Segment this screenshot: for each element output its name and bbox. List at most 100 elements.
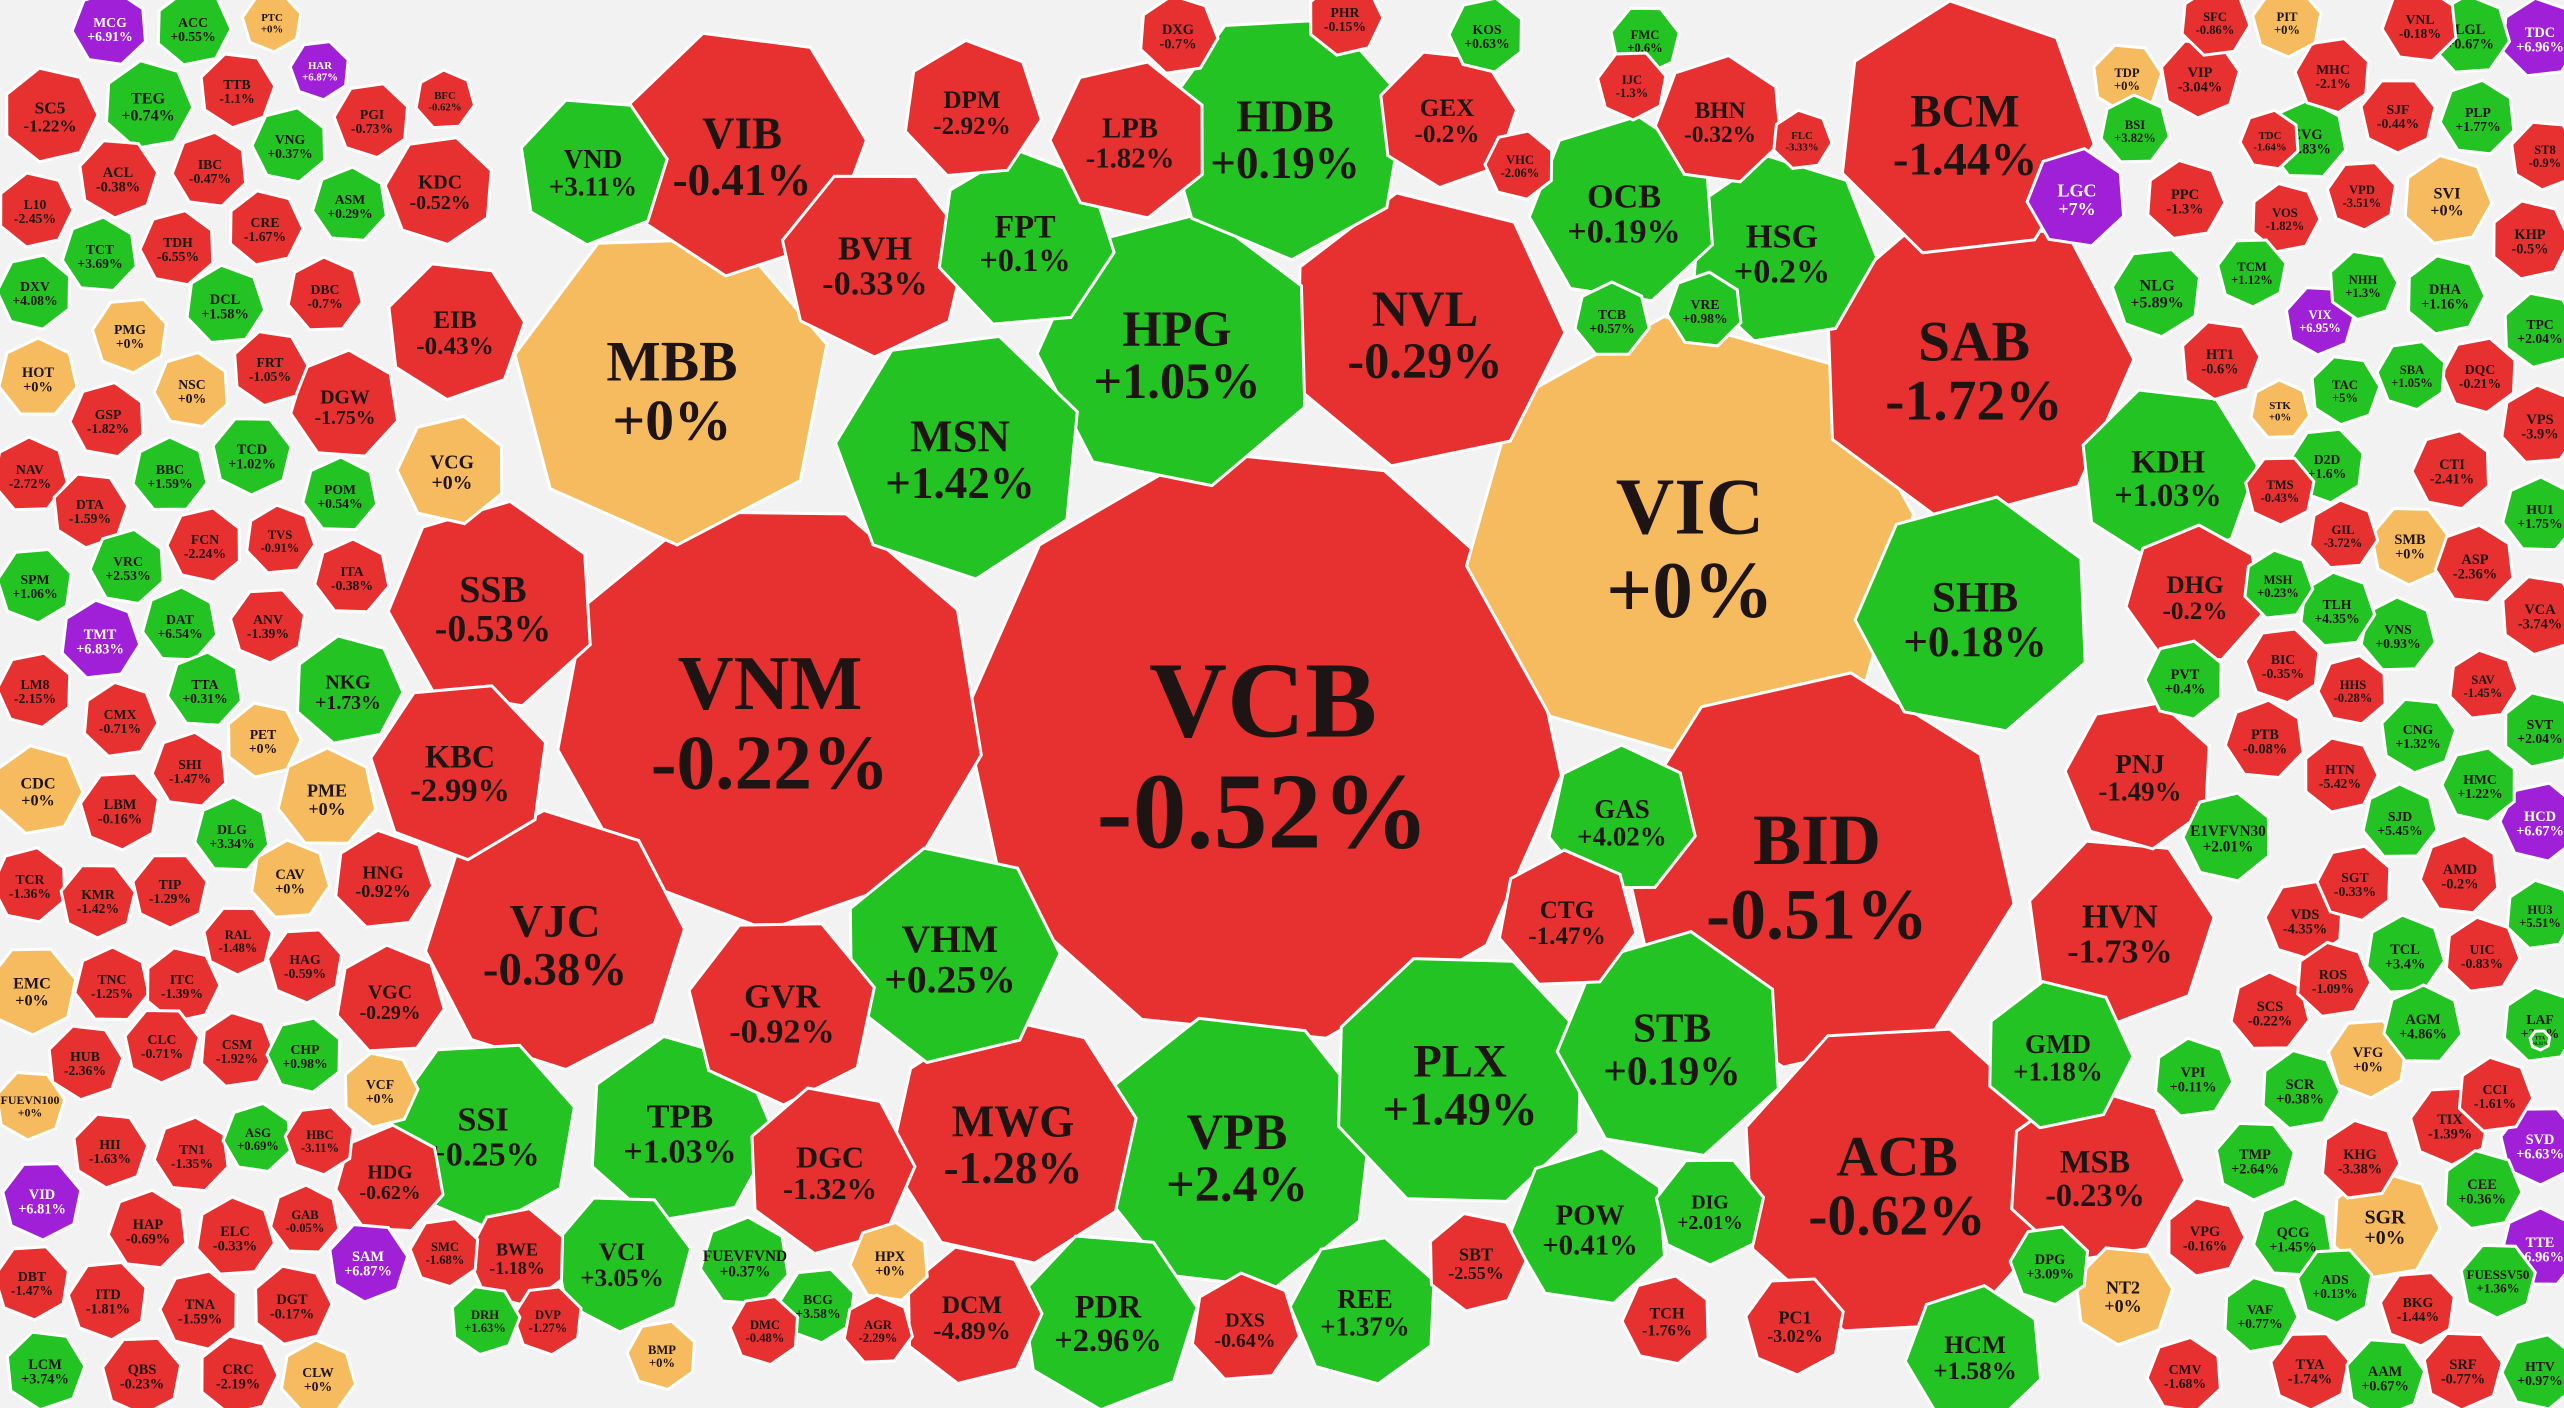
stock-cell-dbc-147[interactable]: DBC-0.7% (286, 255, 364, 332)
stock-cell-bsi-231[interactable]: BSI+3.82% (2099, 93, 2171, 164)
stock-cell-pet-131[interactable]: PET+0% (227, 701, 303, 779)
stock-cell-smc-219[interactable]: SMC-1.68% (408, 1217, 480, 1289)
stock-cell-dxg-99[interactable]: DXG-0.7% (1139, 0, 1220, 75)
stock-cell-plp-198[interactable]: PLP+1.77% (2438, 78, 2516, 156)
stock-cell-bbc-152[interactable]: BBC+1.59% (131, 435, 209, 511)
stock-cell-scs-105[interactable]: SCS-0.22% (2229, 970, 2311, 1050)
stock-cell-clc-175[interactable]: CLC-0.71% (123, 1008, 201, 1085)
stock-cell-hot-75[interactable]: HOT+0% (0, 336, 79, 416)
stock-cell-vca-122[interactable]: VCA-3.74% (2501, 575, 2564, 657)
stock-cell-ijc-227[interactable]: IJC-1.3% (1595, 51, 1668, 122)
stock-cell-vpg-115[interactable]: VPG-0.16% (2167, 1196, 2247, 1278)
stock-cell-dxs-57[interactable]: DXS-0.64% (1190, 1271, 1302, 1381)
stock-cell-eib-46[interactable]: EIB-0.43% (387, 262, 527, 402)
stock-cell-ocb-22[interactable]: OCB+0.19% (1527, 114, 1714, 303)
stock-cell-ral-214[interactable]: RAL-1.48% (202, 906, 274, 977)
stock-cell-tdc-248[interactable]: TDC-1.64% (2238, 108, 2300, 171)
stock-cell-khg-101[interactable]: KHG-3.38% (2320, 1118, 2402, 1200)
stock-cell-ttb-139[interactable]: TTB-1.1% (199, 52, 277, 130)
stock-cell-pgi-141[interactable]: PGI-0.73% (332, 82, 410, 160)
stock-cell-pmg-133[interactable]: PMG+0% (90, 297, 168, 375)
stock-cell-dqc-202[interactable]: DQC-0.21% (2440, 336, 2517, 415)
stock-cell-hag-170[interactable]: HAG-0.59% (265, 928, 344, 1005)
stock-cell-aam-112[interactable]: AAM+0.67% (2345, 1338, 2427, 1408)
stock-cell-teg-71[interactable]: TEG+0.74% (104, 59, 195, 150)
stock-cell-tdc-80[interactable]: TDC+6.96% (2500, 0, 2564, 78)
stock-cell-vaf-190[interactable]: VAF+0.77% (2223, 1275, 2300, 1354)
stock-cell-pom-153[interactable]: POM+0.54% (301, 455, 379, 532)
stock-cell-lcm-96[interactable]: LCM+3.74% (5, 1330, 87, 1408)
stock-cell-uic-186[interactable]: UIC-0.83% (2444, 915, 2522, 993)
stock-cell-acc-140[interactable]: ACC+0.55% (156, 0, 233, 67)
stock-cell-e1vfvn30-74[interactable]: E1VFVN30+2.01% (2181, 791, 2271, 883)
stock-cell-mhc-195[interactable]: MHC-2.1% (2293, 37, 2370, 115)
stock-cell-sc5-66[interactable]: SC5-1.22% (5, 66, 100, 164)
stock-cell-sam-79[interactable]: SAM+6.87% (328, 1223, 410, 1304)
stock-cell-ibc-138[interactable]: IBC-0.47% (170, 130, 248, 208)
stock-cell-nlg-73[interactable]: NLG+5.89% (2110, 248, 2202, 339)
stock-cell-dgc-33[interactable]: DGC-1.32% (750, 1086, 917, 1256)
stock-cell-mcg-130[interactable]: MCG+6.91% (70, 0, 148, 66)
stock-cell-dig-58[interactable]: DIG+2.01% (1654, 1158, 1766, 1267)
stock-cell-itd-93[interactable]: ITD-1.81% (66, 1260, 148, 1342)
stock-cell-dlg-166[interactable]: DLG+3.34% (193, 795, 271, 872)
stock-cell-tac-236[interactable]: TAC+5% (2310, 355, 2382, 427)
stock-cell-dha-124[interactable]: DHA+1.16% (2407, 254, 2487, 336)
stock-cell-vng-148[interactable]: VNG+0.37% (250, 106, 327, 184)
stock-cell-sbt-63[interactable]: SBT-2.55% (1428, 1211, 1528, 1313)
stock-cell-lm8-163[interactable]: LM8-2.15% (0, 651, 72, 729)
stock-cell-lpb-35[interactable]: LPB-1.82% (1048, 60, 1204, 220)
stock-cell-nhh-235[interactable]: NHH+1.3% (2329, 249, 2400, 322)
stock-cell-kmr-168[interactable]: KMR-1.42% (59, 864, 137, 940)
stock-cell-dmc-221[interactable]: DMC-0.48% (728, 1294, 800, 1367)
stock-cell-dpm-47[interactable]: DPM-2.92% (903, 38, 1043, 178)
stock-cell-tdp-211[interactable]: TDP+0% (2092, 43, 2164, 115)
stock-cell-nt2-59[interactable]: NT2+0% (2074, 1246, 2175, 1347)
stock-cell-pc1-64[interactable]: PC1-3.02% (1744, 1277, 1845, 1377)
stock-cell-hdb-15[interactable]: HDB+0.19% (1160, 18, 1407, 262)
stock-cell-msb-32[interactable]: MSB-0.23% (2010, 1084, 2187, 1263)
stock-cell-bhn-49[interactable]: BHN-0.32% (1653, 53, 1783, 184)
stock-cell-hbc-217[interactable]: HBC-3.11% (283, 1105, 355, 1177)
stock-cell-tcb-183[interactable]: TCB+0.57% (1573, 280, 1651, 356)
stock-cell-tms-238[interactable]: TMS-0.43% (2244, 456, 2316, 527)
stock-cell-qcg-114[interactable]: QCG+1.45% (2251, 1196, 2333, 1277)
stock-cell-spm-159[interactable]: SPM+1.06% (0, 547, 73, 625)
stock-cell-dvp-223[interactable]: DVP-1.27% (511, 1285, 583, 1357)
stock-cell-clw-135[interactable]: CLW+0% (279, 1338, 358, 1408)
stock-cell-ht1-125[interactable]: HT1-0.6% (2181, 320, 2262, 402)
stock-cell-vre-182[interactable]: VRE+0.98% (1665, 270, 1743, 348)
stock-cell-tch-70[interactable]: TCH-1.76% (1620, 1274, 1710, 1366)
stock-cell-ctg-44[interactable]: CTG-1.47% (1497, 848, 1638, 986)
stock-cell-tct-145[interactable]: TCT+3.69% (60, 215, 138, 293)
stock-cell-phr-137[interactable]: PHR-0.15% (1309, 0, 1385, 57)
stock-cell-emc-68[interactable]: EMC+0% (0, 947, 78, 1037)
stock-cell-pit-212[interactable]: PIT+0% (2250, 0, 2323, 59)
stock-cell-bvh-25[interactable]: BVH-0.33% (780, 174, 970, 359)
stock-cell-st8-230[interactable]: ST8-0.9% (2510, 120, 2564, 192)
stock-cell-tvs-213[interactable]: TVS-0.91% (245, 503, 317, 575)
stock-cell-hng-61[interactable]: HNG-0.92% (334, 828, 435, 929)
stock-cell-mwg-16[interactable]: MWG-1.28% (888, 1015, 1138, 1265)
stock-cell-vhm-19[interactable]: VHM+0.25% (848, 846, 1062, 1065)
stock-cell-gvr-26[interactable]: GVR-0.92% (687, 922, 876, 1107)
stock-cell-vnd-40[interactable]: VND+3.11% (519, 98, 669, 247)
stock-cell-ads-189[interactable]: ADS+0.13% (2295, 1248, 2374, 1325)
stock-cell-hub-174[interactable]: HUB-2.36% (47, 1024, 125, 1102)
stock-cell-vcg-51[interactable]: VCG+0% (395, 414, 504, 526)
stock-cell-hpg-8[interactable]: HPG+1.05% (1035, 211, 1307, 488)
stock-cell-tdh-143[interactable]: TDH-6.55% (138, 209, 215, 287)
stock-cell-kdh-31[interactable]: KDH+1.03% (2081, 388, 2260, 567)
stock-cell-dgw-52[interactable]: DGW-1.75% (289, 348, 400, 458)
stock-cell-vhc-225[interactable]: VHC-2.06% (1483, 129, 1554, 201)
stock-cell-shb-17[interactable]: SHB+0.18% (1853, 495, 2087, 733)
stock-cell-dta-155[interactable]: DTA-1.59% (52, 472, 130, 550)
stock-cell-cmv-193[interactable]: CMV-1.68% (2145, 1335, 2222, 1408)
stock-cell-pdr-30[interactable]: PDR+2.96% (1020, 1234, 1199, 1408)
stock-cell-bkg-192[interactable]: BKG-1.44% (2378, 1271, 2456, 1348)
stock-cell-sjf-196[interactable]: SJF-0.44% (2359, 79, 2437, 155)
stock-cell-hu3-228[interactable]: HU3+5.51% (2505, 878, 2564, 950)
stock-cell-cmx-164[interactable]: CMX-0.71% (82, 680, 160, 758)
stock-cell-hii-177[interactable]: HII-1.63% (72, 1112, 150, 1190)
stock-cell-tta-249[interactable]: TTA+0.31% (2528, 1029, 2552, 1052)
